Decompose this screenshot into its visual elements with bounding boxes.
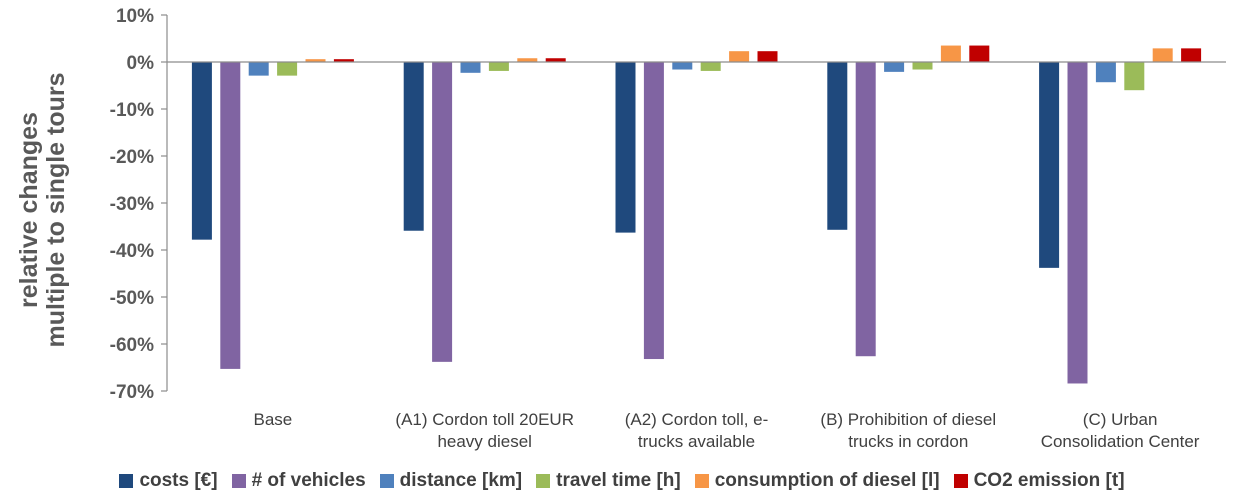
legend: costs [€] # of vehicles distance [km] trave… bbox=[0, 466, 1244, 496]
category-label: Consolidation Center bbox=[1041, 432, 1200, 451]
bar bbox=[672, 62, 693, 70]
y-tick-label: -30% bbox=[110, 194, 154, 215]
y-tick-label: -10% bbox=[110, 100, 154, 121]
legend-label: CO2 emission [t] bbox=[973, 470, 1125, 491]
y-tick-label: -60% bbox=[110, 335, 154, 356]
category-label: heavy diesel bbox=[437, 432, 532, 451]
bar bbox=[643, 62, 664, 360]
legend-item: consumption of diesel [l] bbox=[694, 470, 940, 492]
bar bbox=[884, 62, 905, 72]
bar bbox=[220, 62, 241, 369]
bar bbox=[912, 62, 933, 70]
category-label: (A2) Cordon toll, e- bbox=[625, 410, 769, 429]
legend-swatch bbox=[231, 474, 246, 488]
bar bbox=[757, 51, 778, 62]
legend-label: distance [km] bbox=[399, 470, 523, 491]
bar bbox=[827, 62, 848, 230]
bar bbox=[191, 62, 212, 240]
legend-swatch bbox=[119, 474, 134, 488]
y-tick-label: -20% bbox=[110, 147, 154, 168]
bar bbox=[1152, 48, 1173, 62]
y-axis-title-wrap: relative changes multiple to single tour… bbox=[8, 30, 78, 390]
category-labels: Base (A1) Cordon toll 20EUR heavy diesel (A… bbox=[254, 410, 1200, 451]
bar bbox=[432, 62, 453, 362]
y-tick-label: 0% bbox=[127, 53, 155, 74]
bar bbox=[700, 62, 721, 71]
bar bbox=[969, 45, 990, 62]
y-tick-label: -40% bbox=[110, 241, 154, 262]
legend-item: # of vehicles bbox=[231, 470, 366, 492]
bar bbox=[277, 62, 298, 76]
legend-label: costs [€] bbox=[139, 470, 218, 491]
bar bbox=[488, 62, 509, 71]
legend-swatch bbox=[379, 474, 394, 488]
legend-item: CO2 emission [t] bbox=[953, 470, 1125, 492]
legend-label: consumption of diesel [l] bbox=[714, 470, 940, 491]
y-tick-label: -70% bbox=[110, 382, 154, 403]
category-label: trucks available bbox=[638, 432, 755, 451]
legend-swatch bbox=[953, 474, 968, 488]
bar bbox=[1124, 62, 1145, 91]
category-label: (A1) Cordon toll 20EUR bbox=[395, 410, 574, 429]
bar bbox=[517, 58, 538, 62]
bar bbox=[1095, 62, 1116, 83]
legend-swatch bbox=[694, 474, 709, 488]
bar bbox=[855, 62, 876, 357]
bar bbox=[545, 58, 566, 62]
bar bbox=[333, 59, 354, 62]
y-tick-label: -50% bbox=[110, 288, 154, 309]
y-axis-title-line-2: multiple to single tours bbox=[42, 72, 70, 348]
legend-item: distance [km] bbox=[379, 470, 523, 492]
bar bbox=[305, 59, 326, 62]
category-label: (B) Prohibition of diesel bbox=[820, 410, 996, 429]
bar bbox=[1181, 48, 1202, 62]
bar bbox=[940, 45, 961, 62]
bar bbox=[615, 62, 636, 233]
bar bbox=[729, 51, 750, 62]
y-axis-title-line-1: relative changes bbox=[15, 112, 43, 308]
bar bbox=[1067, 62, 1088, 384]
legend-item: costs [€] bbox=[119, 470, 218, 492]
y-axis-title: relative changes multiple to single tour… bbox=[15, 72, 70, 348]
category-label: (C) Urban bbox=[1083, 410, 1158, 429]
legend-label: travel time [h] bbox=[556, 470, 681, 491]
legend-swatch bbox=[536, 474, 551, 488]
bar bbox=[1039, 62, 1060, 268]
y-tick-label: 10% bbox=[116, 6, 154, 27]
legend-item: travel time [h] bbox=[536, 470, 681, 492]
bar bbox=[403, 62, 424, 231]
legend-label: # of vehicles bbox=[251, 470, 366, 491]
category-label: Base bbox=[254, 410, 293, 429]
y-axis: 10% 0% -10% -20% -30% -40% -50% -60% -70% bbox=[110, 6, 168, 403]
category-label: trucks in cordon bbox=[848, 432, 968, 451]
bar bbox=[248, 62, 269, 76]
bars bbox=[191, 45, 1202, 384]
bar bbox=[460, 62, 481, 73]
